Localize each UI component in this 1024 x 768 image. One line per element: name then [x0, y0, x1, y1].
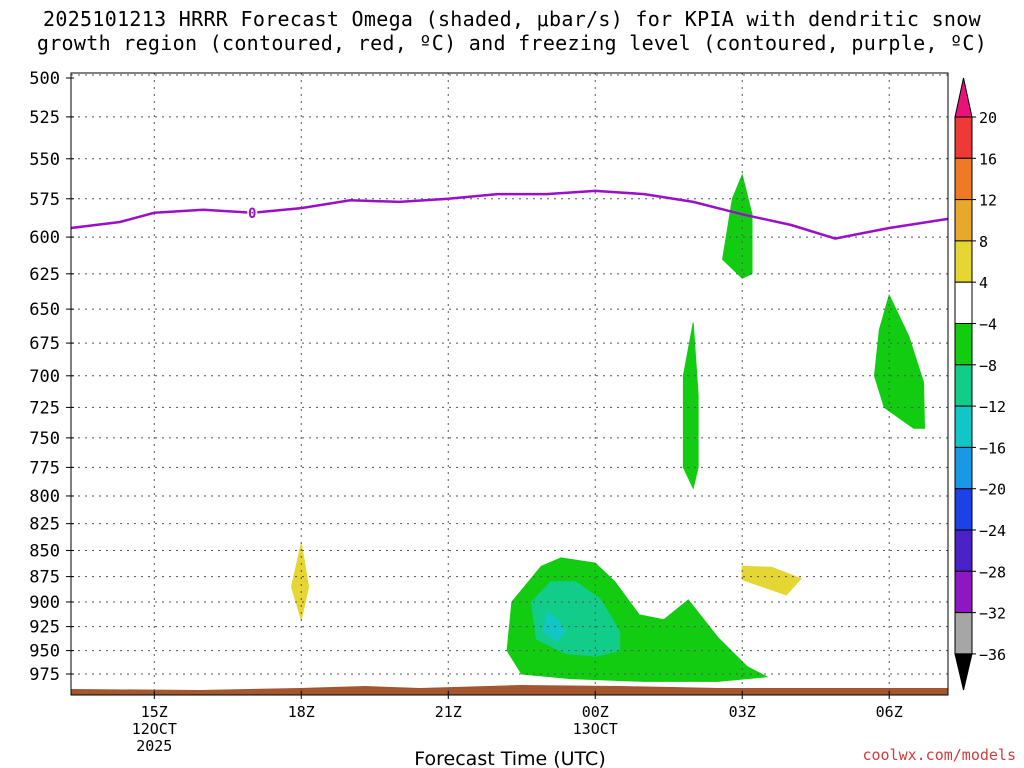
omega-region-0	[722, 173, 753, 279]
colorbar-bin-6	[954, 323, 973, 366]
y-tick-label-950: 950	[29, 642, 60, 662]
colorbar-bin-12	[954, 570, 973, 614]
colorbar-bin-10	[954, 488, 973, 531]
colorbar-bin-3	[954, 199, 973, 242]
freezing-level-label-bg	[247, 204, 258, 220]
y-tick-label-675: 675	[29, 334, 60, 354]
y-tick-label-900: 900	[29, 593, 60, 613]
x-tick-label-24-0: 00Z	[582, 703, 609, 721]
y-tick-label-725: 725	[29, 398, 60, 418]
omega-region-6	[290, 542, 310, 622]
x-tick-label-15-0: 15Z	[141, 703, 168, 721]
x-tick-label-30-0: 06Z	[876, 703, 903, 721]
y-tick-label-500: 500	[29, 69, 60, 89]
x-tick-label-27-0: 03Z	[729, 703, 756, 721]
y-tick-label-925: 925	[29, 618, 60, 638]
y-tick-label-625: 625	[29, 265, 60, 285]
grid-lines	[71, 73, 948, 695]
colorbar-bin-5	[954, 281, 973, 325]
y-tick-label-825: 825	[29, 515, 60, 535]
y-tick-label-550: 550	[29, 150, 60, 170]
colorbar-label-9: −20	[979, 481, 1006, 499]
title-line-2: growth region (contoured, red, ºC) and f…	[36, 31, 988, 55]
x-tick-label-24-1: 13OCT	[573, 720, 618, 738]
plot-frame	[70, 72, 949, 696]
colorbar-label-10: −24	[979, 522, 1006, 540]
colorbar-bottom-arrow	[954, 653, 973, 691]
y-tick-label-800: 800	[29, 487, 60, 507]
colorbar-bin-1	[954, 116, 973, 159]
freezing-level-line	[70, 189, 949, 240]
colorbar-label-12: −32	[979, 605, 1006, 623]
x-tick-label-15-1: 12OCT	[132, 720, 177, 738]
colorbar-bin-13	[954, 612, 973, 655]
y-tick-label-775: 775	[29, 458, 60, 478]
colorbar-bin-4	[954, 240, 973, 283]
y-tick-label-850: 850	[29, 542, 60, 562]
colorbar-label-7: −12	[979, 398, 1006, 416]
colorbar-label-13: −36	[979, 646, 1006, 664]
colorbar-label-6: −8	[979, 357, 997, 375]
x-tick-label-15-2: 2025	[136, 737, 172, 755]
shaded-regions	[290, 173, 926, 682]
colorbar-label-0: 20	[979, 109, 997, 127]
colorbar-label-1: 16	[979, 150, 997, 168]
omega-region-7	[741, 565, 802, 596]
title-line-1: 2025101213 HRRR Forecast Omega (shaded, …	[43, 7, 981, 31]
colorbar-label-5: −4	[979, 316, 997, 334]
colorbar-label-4: 4	[979, 274, 988, 292]
freezing-level-layer: 0	[70, 189, 949, 240]
credit-link[interactable]: coolwx.com/models	[862, 746, 1016, 764]
colorbar-bin-9	[954, 446, 973, 490]
omega-region-1	[682, 322, 699, 490]
colorbar-label-11: −28	[979, 563, 1006, 581]
y-tick-label-575: 575	[29, 190, 60, 210]
colorbar-label-2: 12	[979, 192, 997, 210]
x-tick-label-21-0: 21Z	[435, 703, 462, 721]
y-tick-label-525: 525	[29, 108, 60, 128]
colorbar-bin-7	[954, 364, 973, 407]
y-tick-label-875: 875	[29, 568, 60, 588]
terrain-layer	[71, 685, 948, 695]
colorbar-bin-8	[954, 405, 973, 448]
chart-title: 2025101213 HRRR Forecast Omega (shaded, …	[0, 7, 1024, 55]
x-axis-label: Forecast Time (UTC)	[414, 748, 605, 768]
colorbar: 20 16 12 8 4 −4 −8 −12 −16 −20 −24 −28 −32 −36	[954, 77, 1006, 691]
y-tick-label-700: 700	[29, 367, 60, 387]
colorbar-bin-2	[954, 157, 973, 201]
y-tick-label-600: 600	[29, 228, 60, 248]
y-tick-label-750: 750	[29, 429, 60, 449]
colorbar-bin-11	[954, 529, 973, 572]
freezing-level-label: 0	[248, 206, 256, 222]
y-tick-label-975: 975	[29, 665, 60, 685]
omega-region-2	[873, 293, 926, 429]
x-tick-label-18-0: 18Z	[288, 703, 315, 721]
y-tick-label-650: 650	[29, 300, 60, 320]
colorbar-label-3: 8	[979, 233, 988, 251]
axes: 500 525 550 575 600 625 650 675 700 725 750 775 800 8…	[29, 69, 902, 755]
colorbar-label-8: −16	[979, 439, 1006, 457]
terrain-fill	[71, 685, 948, 695]
colorbar-top-arrow	[954, 77, 973, 118]
